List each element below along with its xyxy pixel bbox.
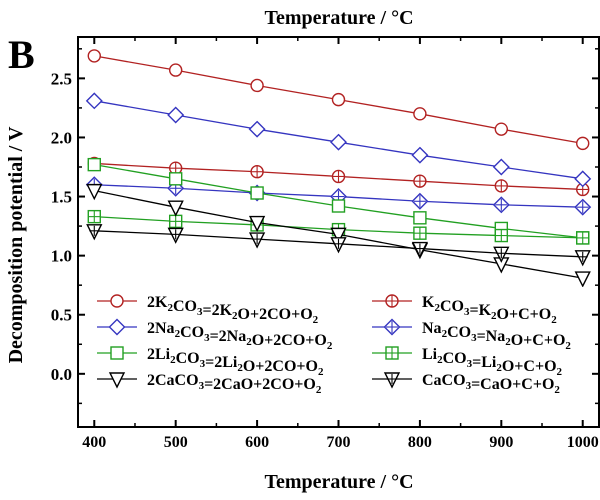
x-tick-label: 700 xyxy=(327,434,351,451)
x-tick-label: 900 xyxy=(489,434,513,451)
series-8 xyxy=(86,224,591,267)
data-point xyxy=(168,172,183,186)
legend-label: 2K2CO3=2K2O+2CO+O2 xyxy=(147,294,319,326)
data-point xyxy=(250,186,264,200)
legend-label: Na2CO3=Na2O+C+O2 xyxy=(422,320,571,352)
data-point xyxy=(87,157,101,172)
legend-marker xyxy=(108,372,126,389)
data-point xyxy=(574,170,592,188)
data-point xyxy=(492,158,510,176)
legend-marker xyxy=(110,294,124,308)
data-point xyxy=(330,227,347,244)
series-1 xyxy=(87,49,590,151)
legend-entry-4: Na2CO3=Na2O+C+O2 xyxy=(372,318,571,352)
data-point xyxy=(494,122,509,136)
series-3 xyxy=(85,92,592,188)
data-point xyxy=(168,63,183,77)
data-point xyxy=(248,215,266,233)
data-point xyxy=(331,199,346,213)
legend-label: Li2CO3=Li2O+C+O2 xyxy=(422,346,563,378)
series-layer xyxy=(85,49,592,288)
legend-label: 2CaCO3=2CaO+2CO+O2 xyxy=(147,372,322,396)
legend-entry-6: Li2CO3=Li2O+C+O2 xyxy=(372,346,563,378)
y-tick-label: 2.5 xyxy=(51,69,72,88)
legend-entry-7: 2CaCO3=2CaO+2CO+O2 xyxy=(97,372,322,396)
x-axis-title: Temperature / °C xyxy=(264,471,413,493)
legend-marker xyxy=(110,346,124,360)
data-point xyxy=(86,183,103,201)
x-tick-label: 400 xyxy=(82,434,106,451)
data-point xyxy=(413,107,427,121)
data-point xyxy=(330,133,347,151)
panel-label: B xyxy=(8,32,35,77)
data-point xyxy=(331,92,346,107)
legend-entry-1: 2K2CO3=2K2O+2CO+O2 xyxy=(97,294,319,326)
data-point xyxy=(167,200,184,217)
legend-label: CaCO3=CaO+C+O2 xyxy=(422,372,560,396)
legend-entry-3: 2Na2CO3=2Na2O+2CO+O2 xyxy=(97,318,333,352)
legend-background xyxy=(88,287,591,408)
axes: 400 500 600 700 800 900 1000 0.0 0.5 1.0 1.5 2.0 2.5 xyxy=(51,37,599,451)
y-tick-label: 0.0 xyxy=(51,365,72,384)
legend: 2K2CO3=2K2O+2CO+O2 K2CO3=K2O+C+O2 2Na2CO3=… xyxy=(97,294,571,396)
y-tick-label: 1.5 xyxy=(51,188,72,207)
data-point xyxy=(250,78,264,93)
x-tick-label: 600 xyxy=(245,434,269,451)
x-tick-label: 1000 xyxy=(567,434,599,451)
x-tick-label: 800 xyxy=(408,434,432,451)
x-tick-label: 500 xyxy=(164,434,188,451)
data-point xyxy=(574,271,591,288)
legend-entry-5: 2Li2CO3=2Li2O+2CO+O2 xyxy=(97,346,324,378)
series-2 xyxy=(87,156,590,197)
top-x-axis-title: Temperature / °C xyxy=(264,7,413,29)
data-point xyxy=(248,120,266,138)
y-tick-label: 0.5 xyxy=(51,306,72,325)
y-tick-label: 2.0 xyxy=(51,128,72,147)
legend-marker xyxy=(108,318,126,336)
data-point xyxy=(167,106,185,124)
legend-label: 2Na2CO3=2Na2O+2CO+O2 xyxy=(147,320,333,352)
data-point xyxy=(413,211,427,225)
y-tick-label: 1.0 xyxy=(51,247,72,266)
y-axis-title: Decomposition potential / V xyxy=(5,126,27,363)
data-point xyxy=(576,136,590,151)
legend-label: 2Li2CO3=2Li2O+2CO+O2 xyxy=(147,346,324,378)
legend-entry-2: K2CO3=K2O+C+O2 xyxy=(372,294,557,326)
data-point xyxy=(411,146,429,164)
data-point xyxy=(85,92,103,110)
data-point xyxy=(87,49,101,63)
legend-entry-8: CaCO3=CaO+C+O2 xyxy=(372,372,560,396)
legend-label: K2CO3=K2O+C+O2 xyxy=(422,294,557,326)
